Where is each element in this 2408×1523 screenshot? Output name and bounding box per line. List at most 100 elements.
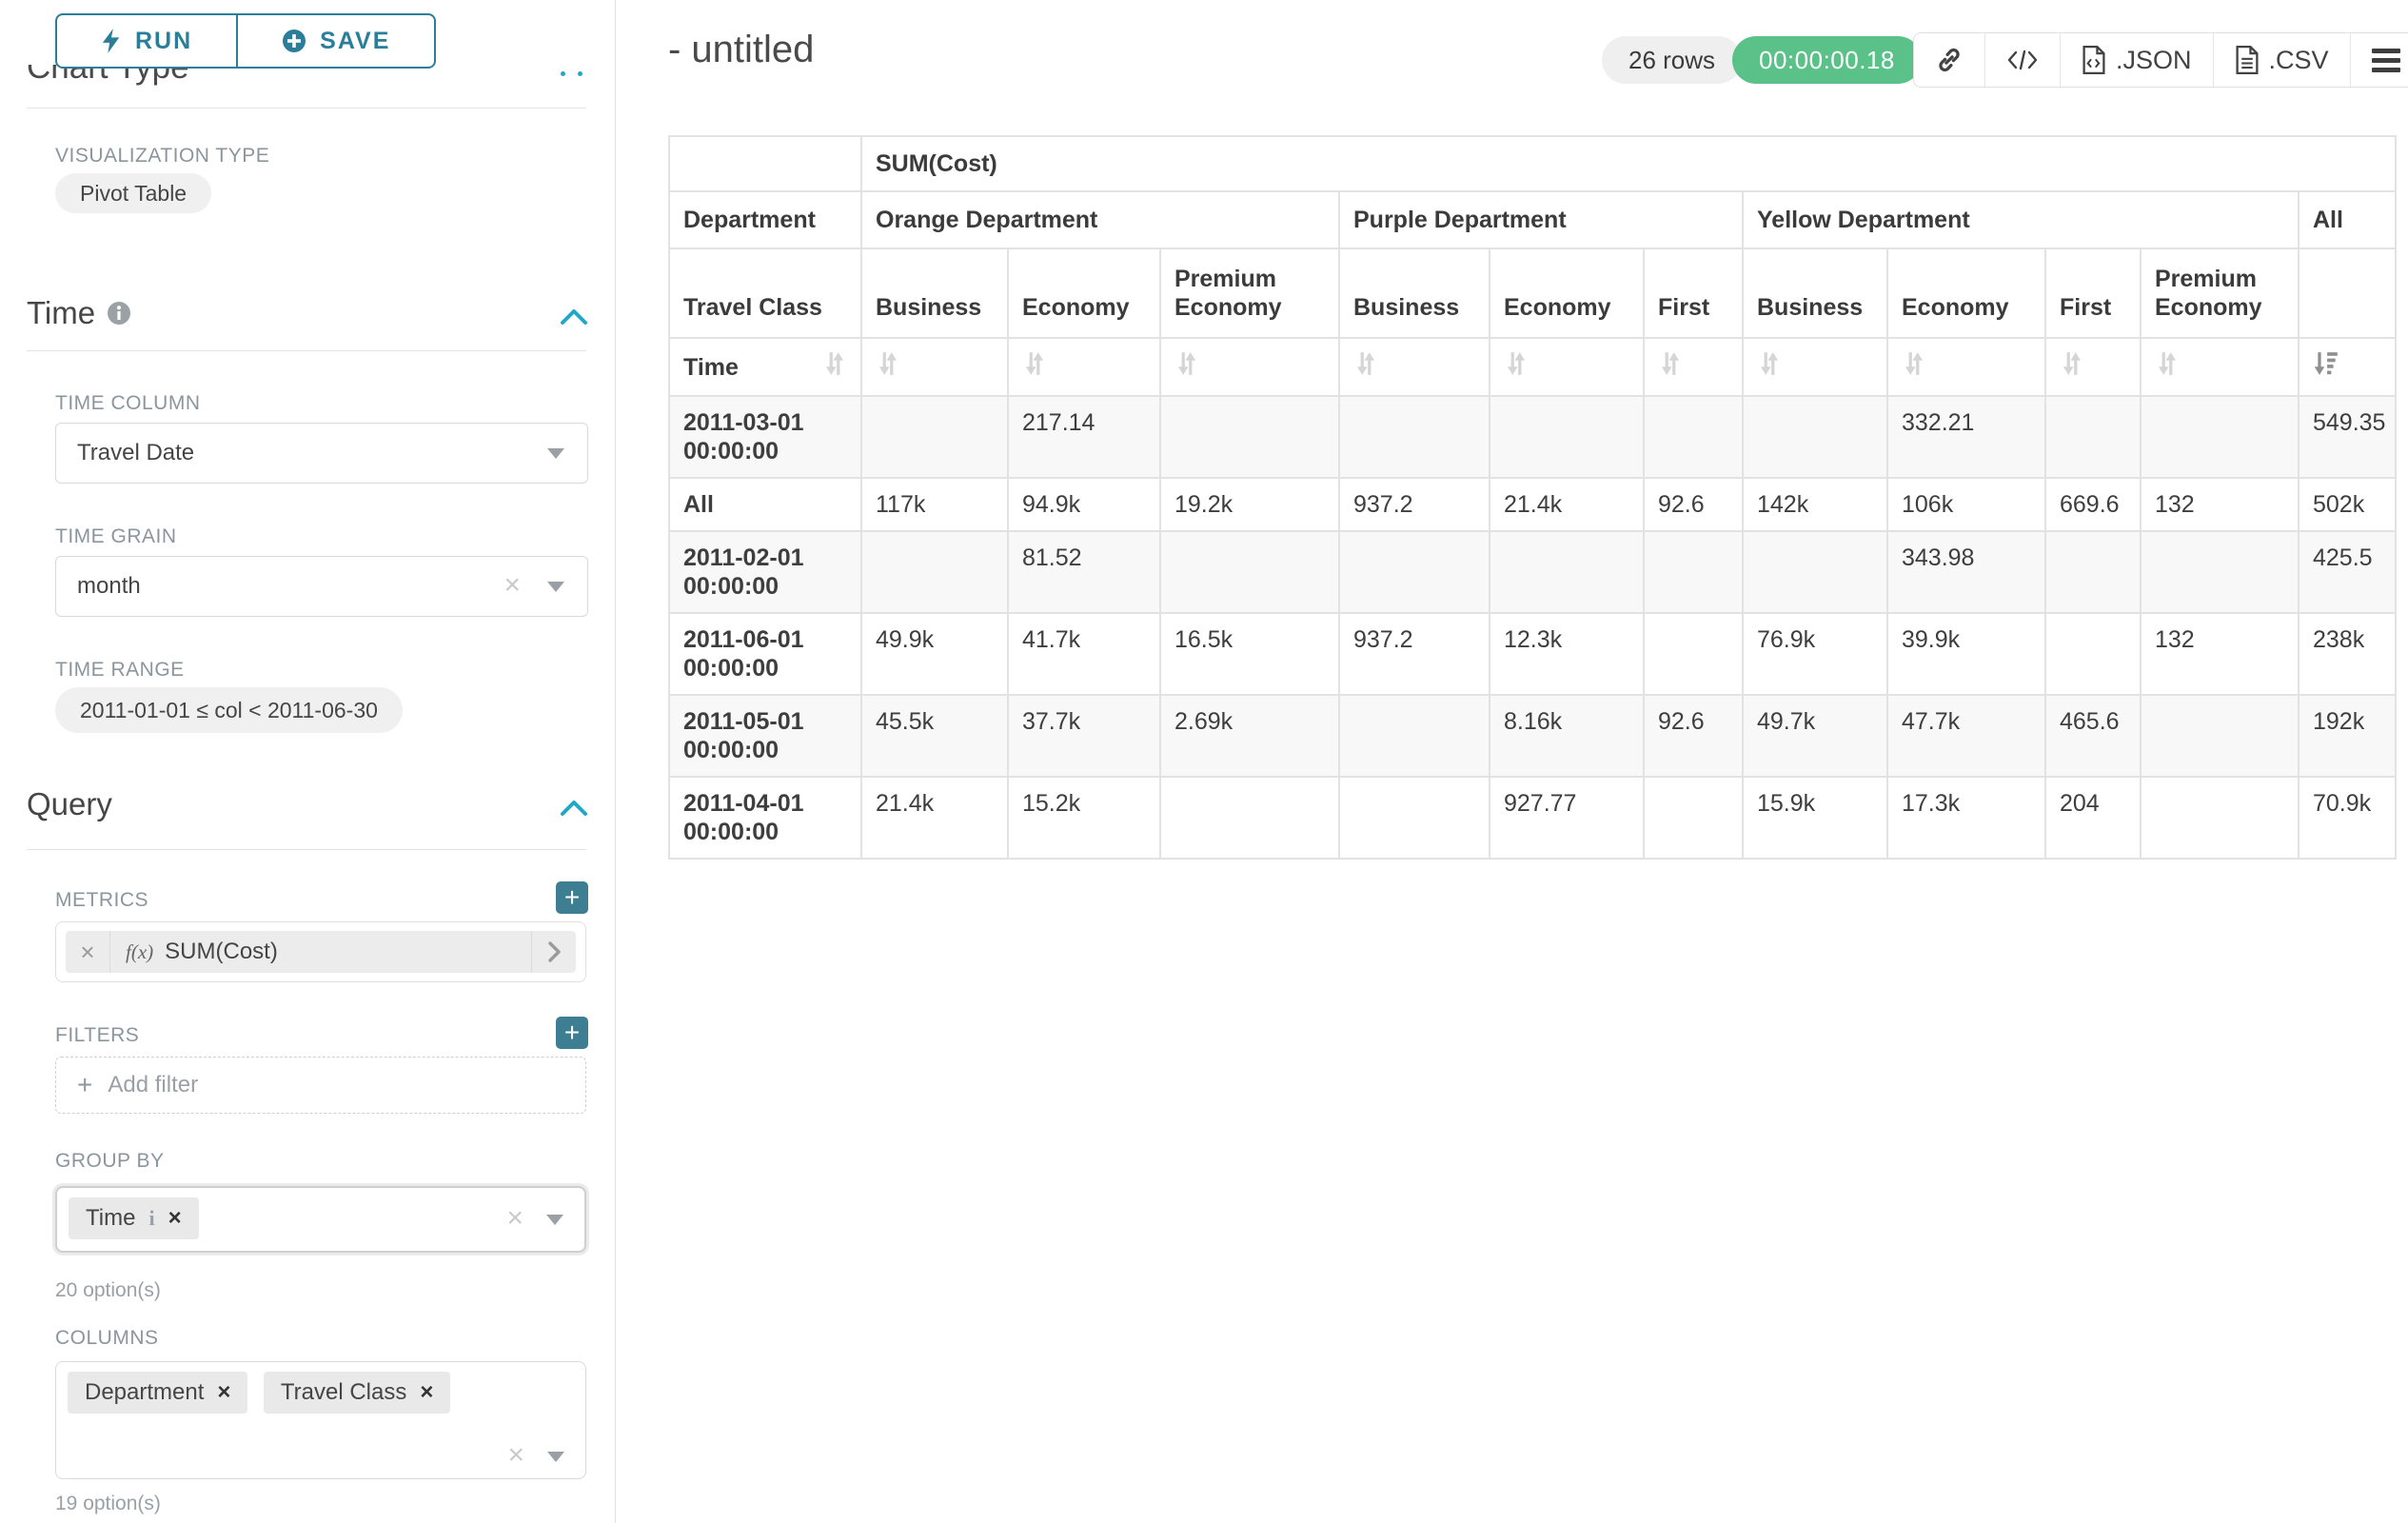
- sort-header-cell[interactable]: [1490, 339, 1643, 395]
- pivot-value-cell: [1161, 397, 1338, 477]
- sort-header-cell[interactable]: [2299, 339, 2396, 395]
- chart-type-section-title: Chart Type: [27, 65, 189, 86]
- remove-tag-icon[interactable]: ×: [217, 1379, 231, 1405]
- remove-tag-icon[interactable]: ×: [420, 1379, 434, 1405]
- time-grain-select[interactable]: month ×: [55, 556, 588, 617]
- view-query-button[interactable]: [1984, 33, 2060, 87]
- group-by-tag[interactable]: Time i ×: [69, 1197, 199, 1239]
- subcol-header-cell: Economy: [1490, 249, 1643, 337]
- sort-header-cell[interactable]: [1161, 339, 1338, 395]
- save-button[interactable]: SAVE: [236, 13, 437, 69]
- filters-label: FILTERS: [55, 1024, 140, 1046]
- clear-icon[interactable]: ×: [503, 568, 521, 601]
- pivot-value-cell: [1340, 397, 1489, 477]
- remove-tag-icon[interactable]: ×: [168, 1205, 182, 1231]
- info-icon: [108, 302, 131, 325]
- pivot-row-label: All: [670, 479, 860, 530]
- columns-label: COLUMNS: [55, 1327, 159, 1349]
- run-button[interactable]: RUN: [55, 13, 239, 69]
- export-csv-button[interactable]: .CSV: [2212, 33, 2350, 87]
- add-metric-button[interactable]: +: [556, 881, 588, 914]
- pivot-value-cell: [2142, 532, 2298, 612]
- pivot-value-cell: 132: [2142, 614, 2298, 694]
- export-json-button[interactable]: .JSON: [2060, 33, 2213, 87]
- sort-icon[interactable]: [822, 350, 847, 384]
- sort-icon[interactable]: [876, 350, 900, 384]
- pivot-value-cell: 937.2: [1340, 479, 1489, 530]
- sort-icon[interactable]: [1022, 350, 1047, 384]
- visualization-type-value[interactable]: Pivot Table: [55, 173, 212, 213]
- metric-pill[interactable]: × f(x) SUM(Cost): [66, 931, 576, 973]
- sort-desc-icon[interactable]: [2313, 350, 2339, 384]
- pivot-value-cell: 21.4k: [862, 778, 1007, 858]
- pivot-value-cell: 12.3k: [1490, 614, 1643, 694]
- share-link-button[interactable]: [1914, 33, 1984, 87]
- pivot-value-cell: 132: [2142, 479, 2298, 530]
- add-filter-dropzone[interactable]: + Add filter: [55, 1057, 586, 1114]
- columns-select[interactable]: Department × Travel Class × ×: [55, 1361, 586, 1479]
- metrics-label: METRICS: [55, 889, 148, 911]
- columns-tag[interactable]: Travel Class ×: [263, 1372, 451, 1414]
- sort-icon[interactable]: [2060, 350, 2084, 384]
- sort-icon[interactable]: [1504, 350, 1529, 384]
- pivot-row: 2011-06-01 00:00:00 49.9k 41.7k 16.5k 937.2 1…: [670, 614, 2396, 694]
- columns-tag[interactable]: Department ×: [68, 1372, 248, 1414]
- action-bar: RUN SAVE: [55, 13, 437, 69]
- query-timer-badge: 00:00:00.18: [1732, 36, 1922, 84]
- sort-icon[interactable]: [1174, 350, 1199, 384]
- sort-header-cell[interactable]: [2142, 339, 2298, 395]
- pivot-value-cell: 15.2k: [1009, 778, 1159, 858]
- pivot-row: 2011-04-01 00:00:00 21.4k 15.2k 927.77 15.9k…: [670, 778, 2396, 858]
- pivot-value-cell: [1645, 397, 1742, 477]
- chart-title: - untitled: [668, 29, 815, 70]
- chevron-up-icon[interactable]: [560, 307, 588, 327]
- pivot-row-label: 2011-04-01 00:00:00: [670, 778, 860, 858]
- sort-header-cell[interactable]: [1744, 339, 1886, 395]
- sort-header-cell[interactable]: [1009, 339, 1159, 395]
- sort-icon[interactable]: [1353, 350, 1378, 384]
- pivot-value-cell: 332.21: [1888, 397, 2044, 477]
- pivot-value-cell: [2046, 614, 2140, 694]
- more-menu-button[interactable]: [2349, 33, 2408, 87]
- sort-header-cell[interactable]: [862, 339, 1007, 395]
- sort-header-cell[interactable]: [1645, 339, 1742, 395]
- pivot-value-cell: 92.6: [1645, 696, 1742, 776]
- sort-header-cell[interactable]: [1888, 339, 2044, 395]
- add-filter-button[interactable]: +: [556, 1017, 588, 1049]
- chevron-right-icon[interactable]: [531, 931, 576, 973]
- sort-header-cell[interactable]: [1340, 339, 1489, 395]
- pivot-value-cell: 465.6: [2046, 696, 2140, 776]
- sort-icon[interactable]: [1757, 350, 1782, 384]
- remove-metric-icon[interactable]: ×: [66, 931, 110, 973]
- subcol-header-cell: Business: [1744, 249, 1886, 337]
- pivot-value-cell: [1340, 696, 1489, 776]
- function-icon: f(x): [126, 940, 154, 963]
- time-range-value[interactable]: 2011-01-01 ≤ col < 2011-06-30: [55, 687, 403, 733]
- pivot-value-cell: [1490, 397, 1643, 477]
- pivot-value-cell: 15.9k: [1744, 778, 1886, 858]
- pivot-value-cell: 37.7k: [1009, 696, 1159, 776]
- subcol-header-cell: Premium Economy: [2142, 249, 2298, 337]
- time-column-select[interactable]: Travel Date: [55, 423, 588, 484]
- sort-icon[interactable]: [1902, 350, 1926, 384]
- sort-icon[interactable]: [1658, 350, 1683, 384]
- visualization-type-label: VISUALIZATION TYPE: [55, 145, 270, 167]
- pivot-value-cell: 41.7k: [1009, 614, 1159, 694]
- plus-circle-icon: [283, 30, 306, 52]
- pivot-value-cell: 94.9k: [1009, 479, 1159, 530]
- subcol-header-cell: First: [1645, 249, 1742, 337]
- sort-icon[interactable]: [2155, 350, 2180, 384]
- pivot-value-cell: [1161, 778, 1338, 858]
- sort-header-row: Time: [670, 339, 2396, 395]
- pivot-value-cell: 204: [2046, 778, 2140, 858]
- link-icon: [1939, 48, 1960, 72]
- pivot-value-cell: 70.9k: [2299, 778, 2396, 858]
- chevron-up-icon[interactable]: [560, 798, 588, 819]
- sort-header-cell[interactable]: [2046, 339, 2140, 395]
- section-divider: [27, 350, 586, 351]
- clear-icon[interactable]: ×: [506, 1201, 523, 1234]
- clear-icon[interactable]: ×: [507, 1438, 524, 1471]
- code-icon: [2007, 49, 2038, 70]
- row-dimension-cell[interactable]: Time: [670, 339, 860, 395]
- group-by-select[interactable]: Time i × ×: [55, 1186, 586, 1253]
